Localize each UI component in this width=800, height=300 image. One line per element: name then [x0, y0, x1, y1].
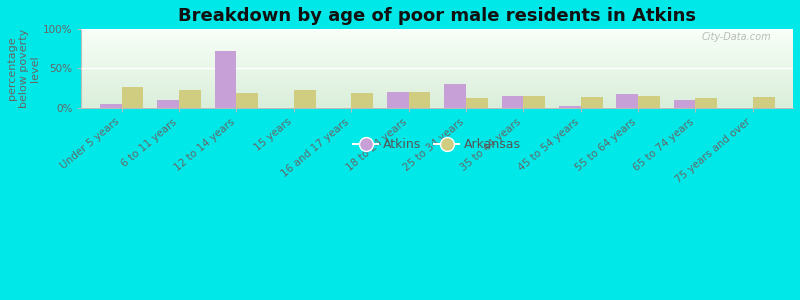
- Bar: [581, 97, 602, 108]
- Bar: [674, 100, 695, 108]
- Bar: [466, 98, 488, 108]
- Bar: [236, 93, 258, 108]
- Bar: [753, 98, 774, 108]
- Bar: [409, 92, 430, 108]
- Title: Breakdown by age of poor male residents in Atkins: Breakdown by age of poor male residents …: [178, 7, 696, 25]
- Bar: [294, 90, 315, 108]
- Bar: [616, 94, 638, 108]
- Bar: [351, 93, 373, 108]
- Bar: [502, 96, 523, 108]
- Bar: [214, 51, 236, 108]
- Bar: [559, 106, 581, 108]
- Text: City-Data.com: City-Data.com: [702, 32, 772, 42]
- Bar: [523, 96, 545, 108]
- Bar: [444, 84, 466, 108]
- Bar: [179, 90, 201, 108]
- Y-axis label: percentage
below poverty
level: percentage below poverty level: [7, 29, 40, 108]
- Bar: [638, 96, 660, 108]
- Bar: [695, 98, 718, 108]
- Bar: [386, 92, 409, 108]
- Bar: [122, 87, 143, 108]
- Bar: [158, 100, 179, 108]
- Legend: Atkins, Arkansas: Atkins, Arkansas: [348, 133, 526, 156]
- Bar: [100, 104, 122, 108]
